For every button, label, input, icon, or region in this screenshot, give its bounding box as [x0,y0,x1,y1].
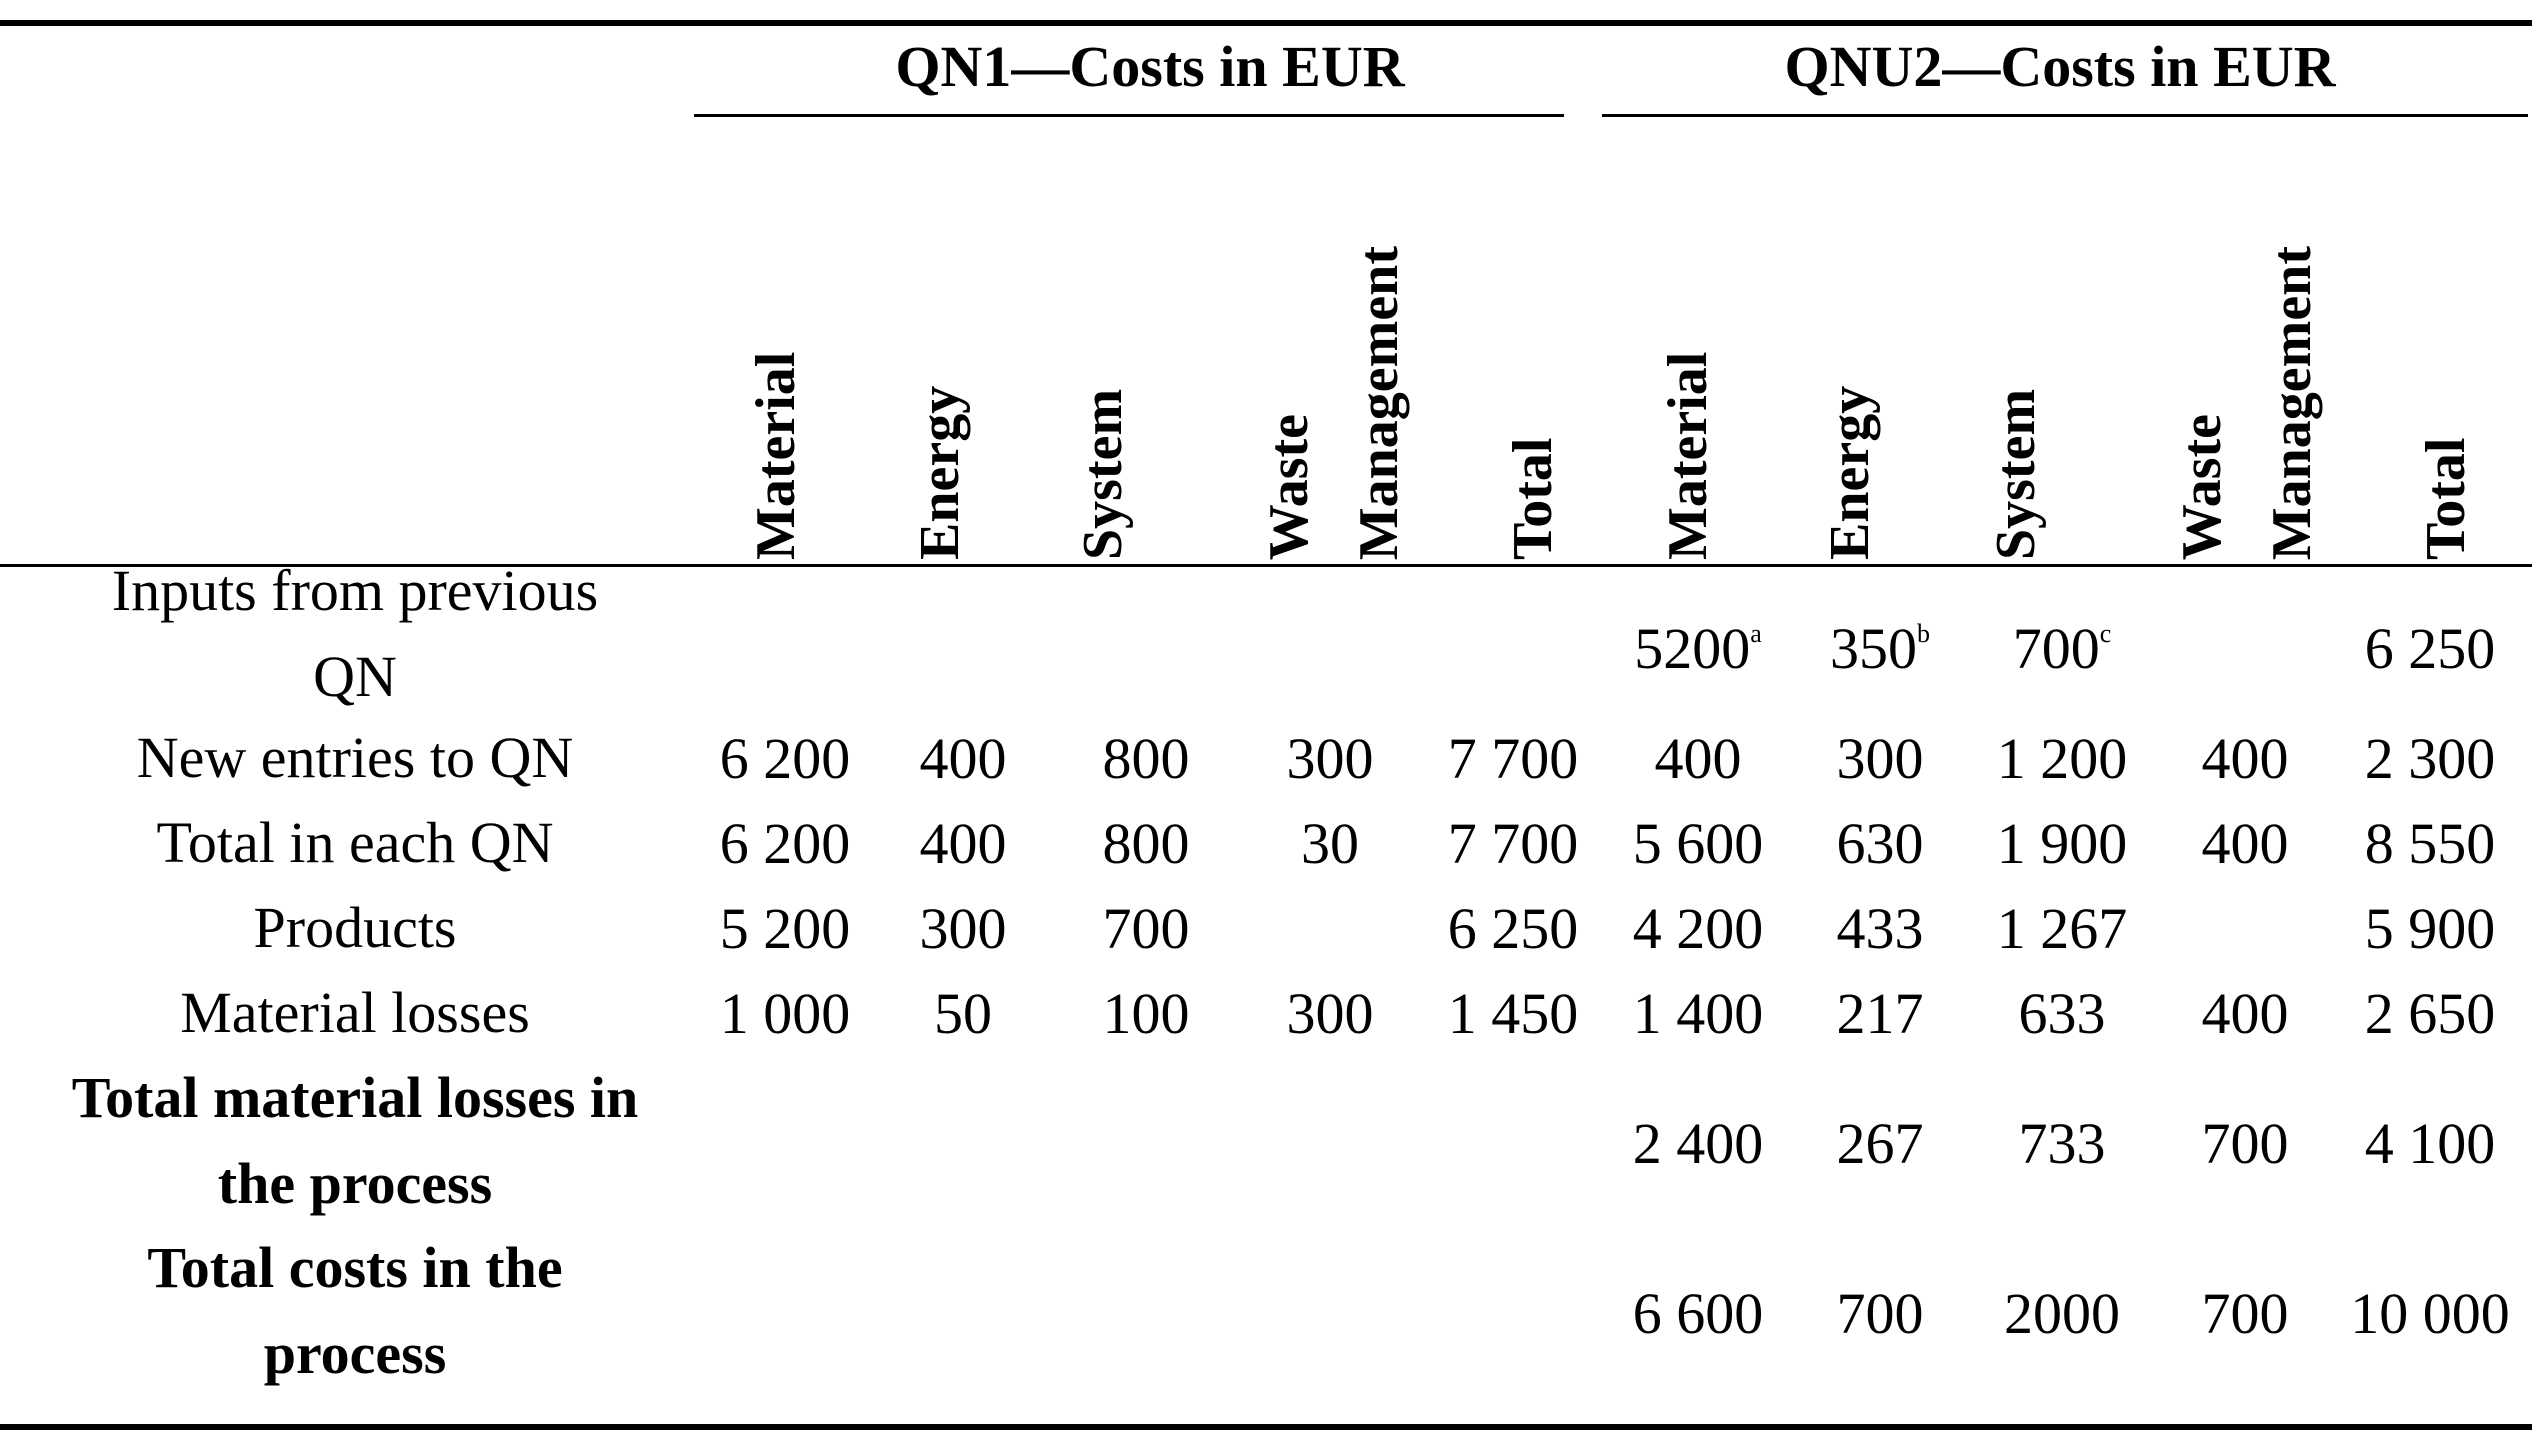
table-cell: 300 [1836,726,1924,791]
table-cell: 6 250 [1447,896,1579,961]
row-label: Total costs in the [147,1235,563,1300]
table-cell: 2000 [2004,1281,2120,1346]
table-cell: 300 [919,896,1007,961]
row-label: Total material losses in [71,1065,639,1130]
table-cell: 1 450 [1447,981,1579,1046]
row-label: process [263,1321,447,1386]
top-rule [0,20,2532,26]
table-cell: 6 250 [2364,616,2496,681]
row-label: Material losses [180,980,530,1045]
table-cell: 1 000 [719,981,851,1046]
column-header-line: Management [2260,245,2323,560]
table-cell: 633 [2018,981,2106,1046]
table-cell: 100 [1102,981,1190,1046]
table-cell: 400 [2201,811,2289,876]
row-label: Inputs from previous [111,558,599,623]
table-cell: 4 100 [2364,1111,2496,1176]
column-header-line: Waste [1258,413,1320,560]
header-rule [0,564,2532,567]
column-header-line: Management [1347,245,1410,560]
table-cell: 217 [1836,981,1924,1046]
table-cell: 700 [2201,1281,2289,1346]
table-cell: 2 300 [2364,726,2496,791]
table-cell: 7 700 [1447,811,1579,876]
table-cell: 700 [1836,1281,1924,1346]
column-header-line: Energy [909,385,971,560]
table-cell: 1 200 [1996,726,2128,791]
column-header-line: Waste [2171,413,2233,560]
column-header-line: Total [1502,437,1564,560]
table-cell: 800 [1102,811,1190,876]
table-cell: 733 [2018,1111,2106,1176]
table-cell: 700 [1102,896,1190,961]
table-cell: 1 900 [1996,811,2128,876]
table-cell: 350b [1830,616,1930,681]
table-cell: 7 700 [1447,726,1579,791]
column-header-line: Energy [1819,385,1881,560]
table-cell: 2 650 [2364,981,2496,1046]
table-cell: 400 [2201,981,2289,1046]
table-cell: 8 550 [2364,811,2496,876]
footnote-marker: b [1917,619,1930,648]
table-cell: 1 400 [1632,981,1764,1046]
group-rule-qn1 [694,114,1564,117]
table-cell: 5 600 [1632,811,1764,876]
row-label: the process [217,1151,493,1216]
footnote-marker: c [2099,619,2112,648]
table-cell: 6 200 [719,811,851,876]
table-cell: 300 [1286,981,1374,1046]
group-rule-qnu2 [1602,114,2528,117]
table-cell: 2 400 [1632,1111,1764,1176]
row-label: QN [313,644,397,709]
table-cell: 6 200 [719,726,851,791]
table-cell: 800 [1102,726,1190,791]
table-cell: 50 [934,981,992,1046]
row-label: Total in each QN [156,810,554,875]
row-label: Products [253,895,457,960]
table-cell: 700c [2012,616,2112,681]
table-cell: 5 900 [2364,896,2496,961]
column-header-line: Material [745,351,807,560]
group-header-qnu2: QNU2—Costs in EUR [1784,34,2336,99]
table-cell: 10 000 [2350,1281,2510,1346]
table-cell: 30 [1301,811,1359,876]
table-cell: 267 [1836,1111,1924,1176]
table-cell: 400 [919,726,1007,791]
bottom-rule [0,1424,2532,1430]
table-cell: 5 200 [719,896,851,961]
table-cell: 300 [1286,726,1374,791]
table-cell: 4 200 [1632,896,1764,961]
table-cell: 400 [2201,726,2289,791]
table-cell: 400 [1654,726,1742,791]
table-cell: 433 [1836,896,1924,961]
table-cell: 6 600 [1632,1281,1764,1346]
column-header-line: System [1072,388,1134,560]
footnote-marker: a [1750,619,1762,648]
column-header-line: Total [2415,437,2477,560]
table-cell: 400 [919,811,1007,876]
row-label: New entries to QN [136,725,574,790]
table-cell: 700 [2201,1111,2289,1176]
column-header-line: System [1985,388,2047,560]
table-cell: 5200a [1634,616,1762,681]
column-header-line: Material [1657,351,1719,560]
table-cell: 1 267 [1996,896,2128,961]
group-header-qn1: QN1—Costs in EUR [895,34,1405,99]
table-cell: 630 [1836,811,1924,876]
